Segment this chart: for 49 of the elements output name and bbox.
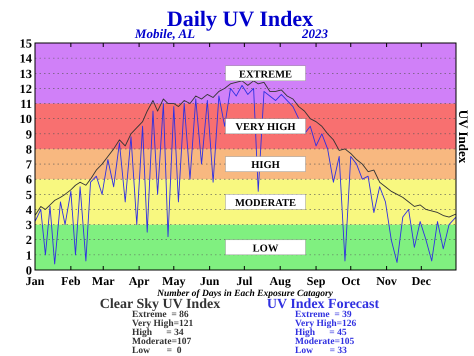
y-tick-label: 4 xyxy=(26,202,33,217)
x-tick-label: Apr xyxy=(128,274,150,288)
band-label: VERY HIGH xyxy=(235,122,296,134)
y-tick-label: 14 xyxy=(20,52,33,66)
band-label: EXTREME xyxy=(238,69,292,80)
y-axis-title: UV Index xyxy=(456,110,471,164)
x-tick-label: Oct xyxy=(341,274,360,288)
y-tick-label: 13 xyxy=(20,66,32,81)
text: Very High=126 xyxy=(295,319,357,329)
text: High = 45 xyxy=(295,328,347,338)
x-tick-label: Dec xyxy=(412,274,432,288)
band-label: MODERATE xyxy=(234,198,296,209)
text: High = 34 xyxy=(132,328,184,338)
x-tick-label: Feb xyxy=(61,274,81,288)
text: Number of Days in Each Exposure Catagory xyxy=(156,289,334,299)
y-tick-label: 2 xyxy=(26,233,32,248)
y-tick-label: 1 xyxy=(26,248,32,262)
x-tick-label: Aug xyxy=(270,274,291,288)
y-tick-label: 5 xyxy=(26,188,32,202)
text: 2023 xyxy=(301,26,328,41)
band-label: LOW xyxy=(252,243,279,254)
x-tick-label: Mar xyxy=(92,274,116,288)
text: Moderate=107 xyxy=(132,337,192,347)
text: Very High=121 xyxy=(132,319,194,329)
x-tick-label: Sep xyxy=(306,274,326,288)
text: Clear Sky UV Index xyxy=(100,297,220,312)
text: Low = 33 xyxy=(295,346,348,356)
x-tick-label: Jul xyxy=(236,274,254,288)
y-tick-label: 8 xyxy=(26,142,32,156)
y-tick-label: 3 xyxy=(26,218,32,232)
y-tick-label: 6 xyxy=(26,172,32,187)
x-tick-label: Nov xyxy=(376,274,397,288)
y-tick-label: 7 xyxy=(26,158,32,172)
chart-subtitle: Mobile, AL xyxy=(134,26,196,41)
band-label: HIGH xyxy=(251,160,280,172)
x-tick-label: May xyxy=(162,274,186,288)
y-tick-label: 15 xyxy=(20,36,32,50)
text: Moderate=105 xyxy=(295,337,354,347)
y-tick-label: 12 xyxy=(20,82,32,96)
y-tick-label: 10 xyxy=(20,112,32,126)
y-tick-label: 9 xyxy=(26,127,32,142)
line-series xyxy=(34,80,456,218)
text: Low = 0 xyxy=(132,346,182,356)
line-series xyxy=(34,84,456,264)
y-tick-label: 11 xyxy=(20,97,32,112)
text: UV Index Forecast xyxy=(266,297,380,312)
x-tick-label: Jun xyxy=(200,274,220,288)
text: Extreme = 86 xyxy=(132,310,189,320)
text: Extreme = 39 xyxy=(295,310,352,320)
